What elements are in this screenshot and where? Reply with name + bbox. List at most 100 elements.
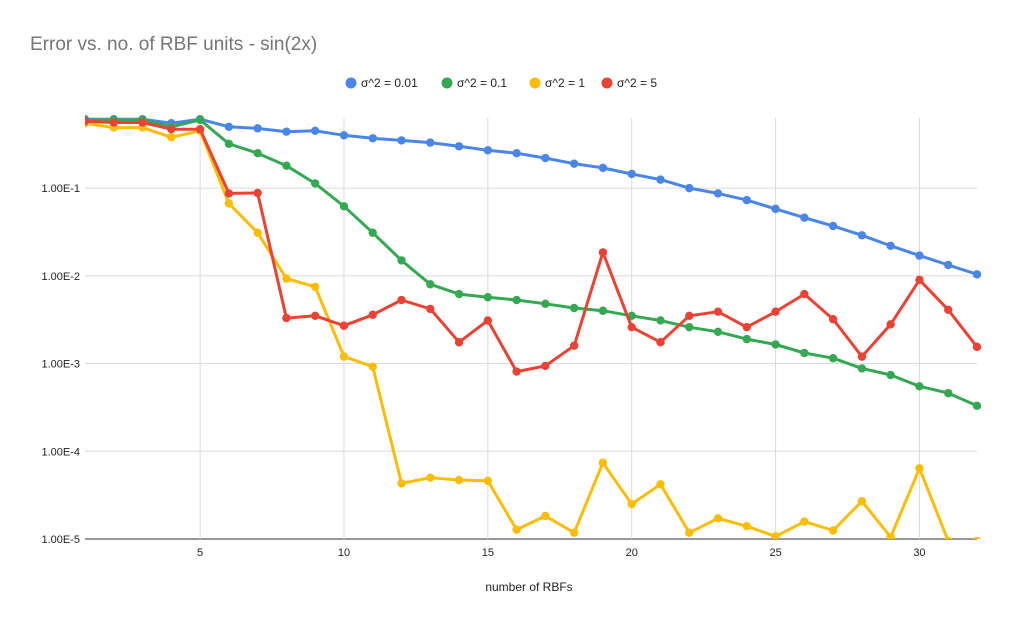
legend-item-2[interactable]: σ^2 = 0.1 — [441, 76, 508, 90]
legend-item-4[interactable]: σ^2 = 5 — [601, 76, 658, 90]
series-2-point — [742, 334, 752, 344]
series-1-point — [426, 138, 435, 147]
series-2-point — [426, 280, 435, 289]
series-4-point — [857, 352, 867, 361]
series-1-point — [541, 153, 550, 163]
series-4-point — [339, 321, 349, 330]
series-2-point — [886, 370, 895, 380]
series-1-point — [685, 183, 694, 193]
legend-swatch — [601, 77, 613, 89]
chart-title: Error vs. no. of RBF units - sin(2x) — [30, 34, 317, 55]
series-2-point — [972, 401, 982, 410]
series-3-point — [368, 362, 377, 371]
series-3-point — [944, 536, 952, 539]
series-4-point — [109, 118, 118, 127]
series-4-point — [828, 315, 838, 324]
series-1-point — [224, 122, 234, 132]
series-4-point — [742, 322, 752, 332]
series-3-point — [454, 475, 464, 485]
grid-lines — [85, 118, 977, 540]
series-1-point — [310, 126, 320, 136]
series-3-point — [627, 499, 636, 509]
series-1-point — [972, 270, 982, 279]
series-4-point — [656, 338, 665, 347]
series-1-point — [512, 149, 521, 158]
series-2-line — [85, 118, 979, 408]
legend-label: σ^2 = 5 — [617, 76, 657, 90]
series-3-point — [224, 199, 234, 208]
legend-swatch — [529, 77, 541, 89]
series-1-point — [598, 163, 608, 173]
series-3-point — [771, 532, 780, 539]
series-1 — [85, 115, 982, 279]
series-2-point — [800, 348, 809, 358]
series-2-point — [598, 306, 608, 315]
series-1-point — [368, 134, 377, 143]
x-tick-label: 15 — [482, 547, 494, 559]
series-1-point — [483, 146, 493, 155]
series-3-point — [800, 517, 809, 526]
series-1-point — [771, 204, 780, 214]
y-tick-label: 1.00E-4 — [41, 446, 80, 458]
series-3-point — [973, 536, 981, 539]
series-1-point — [886, 241, 895, 251]
series-2-point — [828, 354, 838, 363]
series-1-point — [915, 251, 924, 260]
series-4-point — [282, 313, 291, 323]
series-2-point — [483, 293, 493, 302]
series-2-point — [224, 139, 234, 149]
legend: σ^2 = 0.01 σ^2 = 0.1 σ^2 = 1 σ^2 = 5 — [345, 76, 658, 90]
series-3-line — [85, 121, 950, 539]
series-4-point — [483, 316, 493, 325]
y-axis-ticks: 1.00E-1 1.00E-2 1.00E-3 1.00E-4 1.00E-5 — [41, 183, 80, 546]
series-3 — [85, 118, 981, 539]
x-tick-label: 20 — [626, 547, 638, 559]
legend-item-3[interactable]: σ^2 = 1 — [529, 76, 586, 90]
series-4 — [85, 116, 982, 376]
series-4-point — [454, 338, 464, 347]
series-3-point — [167, 133, 176, 142]
series-3-point — [886, 532, 895, 539]
series-2-point — [569, 303, 579, 313]
series-3-point — [541, 511, 550, 521]
series-3-point — [598, 458, 608, 467]
series-2-point — [339, 202, 349, 211]
series-2-point — [541, 299, 550, 309]
series-4-point — [627, 322, 636, 332]
series-4-point — [253, 188, 262, 198]
series-2-point — [310, 179, 320, 188]
series-1-point — [339, 131, 349, 140]
series-4-point — [713, 307, 723, 316]
legend-item-1[interactable]: σ^2 = 0.01 — [345, 76, 419, 90]
series-1-point — [397, 136, 406, 145]
legend-label: σ^2 = 1 — [545, 76, 585, 90]
series-4-point — [397, 295, 406, 305]
legend-label: σ^2 = 0.01 — [361, 76, 418, 90]
series-4-point — [915, 275, 924, 285]
series-4-point — [85, 116, 90, 126]
series-4-point — [800, 289, 809, 299]
series-1-line — [85, 117, 979, 276]
x-axis-label: number of RBFs — [485, 580, 572, 594]
series-4-point — [886, 320, 895, 329]
series-4-point — [368, 310, 377, 319]
series-3-point — [310, 282, 320, 291]
y-tick-label: 1.00E-2 — [41, 271, 80, 283]
series-3-point — [828, 526, 838, 535]
series-4-point — [944, 305, 953, 315]
x-tick-label: 30 — [913, 547, 925, 559]
series-1-point — [569, 159, 579, 168]
series-2-point — [857, 364, 867, 373]
series-4-point — [569, 341, 579, 350]
series-4-point — [224, 189, 234, 198]
series-3-point — [742, 521, 752, 531]
series-3-point — [857, 496, 867, 506]
series-1-point — [656, 175, 665, 184]
x-tick-label: 25 — [769, 547, 781, 559]
y-tick-label: 1.00E-3 — [41, 359, 80, 371]
series-2-point — [253, 149, 262, 158]
series-3-point — [253, 228, 262, 237]
series-3-point — [713, 514, 723, 523]
x-axis-ticks: 5 10 15 20 25 30 — [197, 547, 926, 559]
